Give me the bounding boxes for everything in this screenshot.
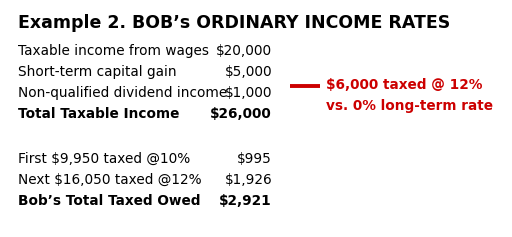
Text: $1,926: $1,926: [224, 173, 272, 187]
Text: $20,000: $20,000: [216, 44, 272, 58]
Text: Non-qualified dividend income: Non-qualified dividend income: [18, 86, 227, 100]
Text: First $9,950 taxed @10%: First $9,950 taxed @10%: [18, 152, 190, 166]
Text: $995: $995: [237, 152, 272, 166]
Text: $5,000: $5,000: [224, 65, 272, 79]
Text: vs. 0% long-term rate: vs. 0% long-term rate: [326, 99, 493, 113]
Text: $1,000: $1,000: [224, 86, 272, 100]
Text: Example 2. BOB’s ORDINARY INCOME RATES: Example 2. BOB’s ORDINARY INCOME RATES: [18, 14, 450, 32]
Text: Short-term capital gain: Short-term capital gain: [18, 65, 177, 79]
Text: Next $16,050 taxed @12%: Next $16,050 taxed @12%: [18, 173, 202, 187]
Text: Total Taxable Income: Total Taxable Income: [18, 107, 179, 121]
Text: Bob’s Total Taxed Owed: Bob’s Total Taxed Owed: [18, 194, 201, 208]
Text: Taxable income from wages: Taxable income from wages: [18, 44, 209, 58]
Text: $2,921: $2,921: [219, 194, 272, 208]
Text: $26,000: $26,000: [210, 107, 272, 121]
Text: $6,000 taxed @ 12%: $6,000 taxed @ 12%: [326, 78, 482, 92]
